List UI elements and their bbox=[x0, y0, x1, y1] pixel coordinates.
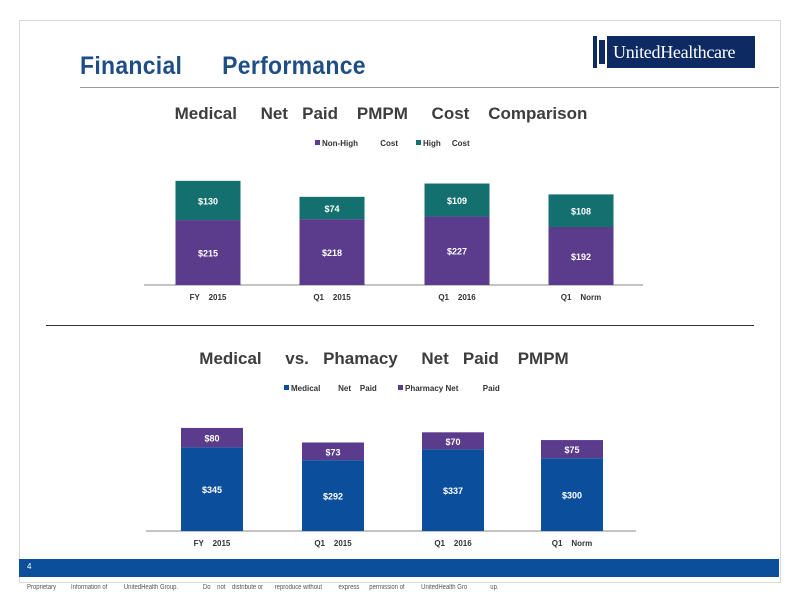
bar-segment bbox=[541, 458, 603, 531]
cost-comparison-chart: Medical Net Paid PMPM Cost Comparison Non… bbox=[144, 104, 643, 302]
x-tick-label: Q1 Norm bbox=[561, 293, 601, 302]
x-tick-label: Q1 2015 bbox=[313, 293, 351, 302]
bar-segment bbox=[424, 216, 490, 285]
legend-swatch bbox=[398, 385, 403, 390]
legend-swatch bbox=[416, 140, 421, 145]
bar-value-label: $218 bbox=[322, 248, 342, 258]
legend-swatch bbox=[284, 385, 289, 390]
bar-value-label: $75 bbox=[564, 445, 579, 455]
logo-mark-icon bbox=[597, 36, 607, 68]
page-number: 4 bbox=[27, 562, 32, 571]
chart-title: Medical vs. Phamacy Net Paid PMPM bbox=[199, 349, 568, 368]
bar-segment bbox=[422, 432, 484, 450]
bar-value-label: $130 bbox=[198, 196, 218, 206]
bar-value-label: $215 bbox=[198, 249, 218, 259]
chart-divider bbox=[46, 325, 754, 326]
bar-segment bbox=[175, 180, 241, 221]
bar-value-label: $80 bbox=[204, 434, 219, 444]
footer-disclaimer: Proprietary Information of UnitedHealth … bbox=[27, 584, 499, 591]
bar-value-label: $292 bbox=[323, 492, 343, 502]
title-rule bbox=[80, 87, 779, 88]
medical-vs-pharmacy-chart: Medical vs. Phamacy Net Paid PMPM Medical… bbox=[146, 349, 636, 548]
bar-value-label: $74 bbox=[324, 204, 339, 214]
x-tick-label: Q1 2015 bbox=[314, 539, 352, 548]
bar-segment bbox=[175, 220, 241, 285]
logo-text: UnitedHealthcare bbox=[613, 41, 736, 62]
legend-label: Pharmacy Net Paid bbox=[405, 384, 500, 393]
bar-segment bbox=[541, 440, 603, 459]
unitedhealthcare-logo: UnitedHealthcare bbox=[593, 36, 755, 68]
bar-value-label: $109 bbox=[447, 196, 467, 206]
bar-segment bbox=[299, 219, 365, 285]
bar-value-label: $300 bbox=[562, 491, 582, 501]
bar-value-label: $70 bbox=[445, 437, 460, 447]
bar-segment bbox=[181, 427, 243, 448]
slide-title: Financial Performance bbox=[80, 52, 366, 80]
x-tick-label: FY 2015 bbox=[194, 539, 231, 548]
bar-segment bbox=[422, 449, 484, 531]
bar-value-label: $108 bbox=[571, 207, 591, 217]
bar-segment bbox=[424, 183, 490, 217]
bar-value-label: $337 bbox=[443, 486, 463, 496]
slide bbox=[19, 20, 781, 583]
x-tick-label: Q1 2016 bbox=[438, 293, 476, 302]
legend-label: Medical Net Paid bbox=[291, 384, 377, 393]
bar-value-label: $192 bbox=[571, 252, 591, 262]
bar-value-label: $345 bbox=[202, 485, 222, 495]
footer-bar bbox=[19, 559, 779, 577]
bar-segment bbox=[181, 447, 243, 531]
bar-value-label: $227 bbox=[447, 247, 467, 257]
x-tick-label: Q1 Norm bbox=[552, 539, 592, 548]
legend-swatch bbox=[315, 140, 320, 145]
bar-segment bbox=[302, 442, 364, 461]
chart-title: Medical Net Paid PMPM Cost Comparison bbox=[175, 104, 588, 123]
legend-label: Non-High Cost bbox=[322, 139, 398, 148]
bar-value-label: $73 bbox=[325, 447, 340, 457]
bar-segment bbox=[302, 460, 364, 531]
bar-segment bbox=[299, 196, 365, 220]
bar-segment bbox=[548, 227, 614, 285]
legend-label: High Cost bbox=[423, 139, 470, 148]
x-tick-label: Q1 2016 bbox=[434, 539, 472, 548]
bar-segment bbox=[548, 194, 614, 228]
x-tick-label: FY 2015 bbox=[190, 293, 227, 302]
